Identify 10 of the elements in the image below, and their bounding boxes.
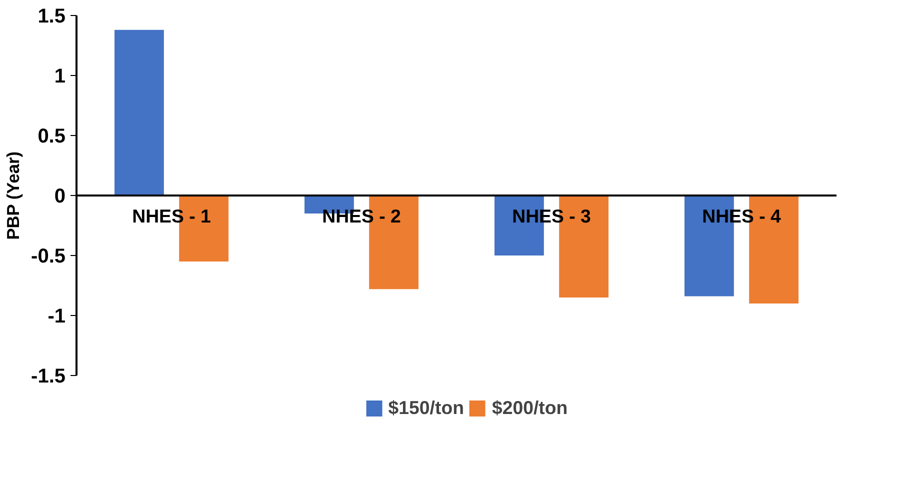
- y-tick-label: 1.5: [38, 6, 66, 28]
- y-tick-label: 0.5: [38, 126, 66, 148]
- y-tick-label: -0.5: [31, 246, 66, 268]
- y-tick-label: -1.5: [31, 366, 66, 388]
- legend-label: $150/ton: [388, 396, 464, 418]
- y-tick-label: 0: [54, 186, 66, 208]
- y-axis-title: PBP (Year): [3, 152, 24, 240]
- y-tick-label: 1: [54, 66, 66, 88]
- legend-label: $200/ton: [492, 396, 568, 418]
- y-tick-label: -1: [48, 306, 66, 328]
